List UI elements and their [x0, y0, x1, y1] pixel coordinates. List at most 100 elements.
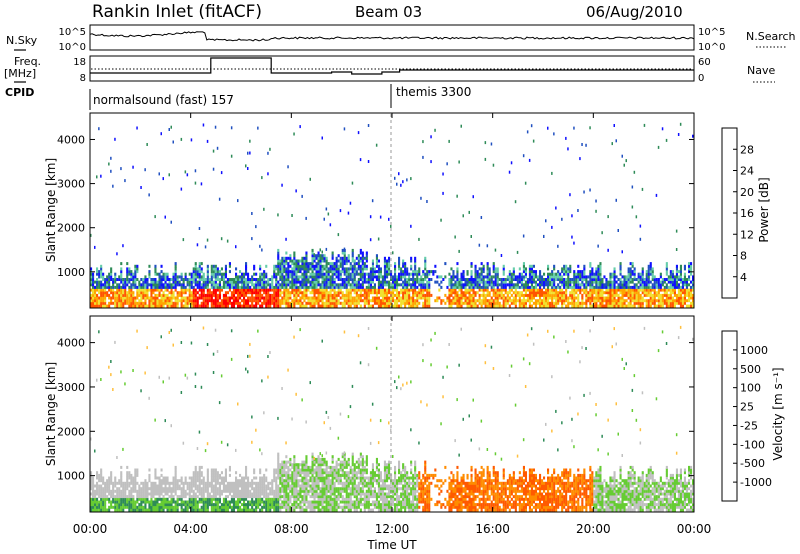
- data-cell: [182, 495, 185, 499]
- data-cell: [150, 505, 153, 509]
- data-cell: [351, 248, 354, 252]
- data-cell: [90, 280, 93, 284]
- data-cell: [526, 278, 529, 281]
- data-cell: [597, 244, 599, 248]
- data-cell: [317, 280, 320, 284]
- data-cell: [277, 254, 280, 258]
- data-cell: [130, 481, 133, 485]
- data-cell: [351, 301, 354, 305]
- data-cell: [130, 500, 133, 504]
- data-cell: [647, 293, 650, 297]
- data-cell: [526, 280, 529, 284]
- data-cell: [146, 508, 149, 512]
- data-cell: [214, 285, 217, 289]
- data-cell: [565, 270, 568, 274]
- data-cell: [472, 301, 475, 305]
- data-cell: [561, 217, 563, 221]
- data-cell: [108, 481, 111, 485]
- data-cell: [176, 503, 179, 507]
- data-cell: [539, 272, 542, 276]
- data-cell: [194, 291, 197, 295]
- data-cell: [396, 283, 399, 287]
- data-cell: [561, 288, 564, 292]
- data-cell: [198, 497, 201, 501]
- data-cell: [168, 173, 170, 177]
- data-cell: [90, 500, 93, 504]
- data-cell: [329, 280, 332, 284]
- data-cell: [412, 301, 415, 305]
- data-cell: [323, 272, 326, 276]
- data-cell: [174, 278, 177, 281]
- freq-label: Freq.: [14, 55, 41, 68]
- data-cell: [408, 283, 411, 287]
- data-cell: [120, 299, 123, 303]
- data-cell: [611, 285, 614, 289]
- data-cell: [130, 476, 133, 480]
- data-cell: [228, 492, 231, 496]
- data-cell: [202, 481, 205, 485]
- data-cell: [412, 283, 415, 287]
- data-cell: [96, 304, 99, 308]
- data-cell: [220, 171, 223, 175]
- data-cell: [198, 471, 201, 475]
- data-cell: [132, 291, 135, 295]
- data-cell: [192, 489, 195, 493]
- data-cell: [202, 283, 205, 287]
- data-cell: [494, 293, 497, 297]
- data-cell: [289, 304, 292, 308]
- data-cell: [619, 296, 622, 300]
- data-cell: [543, 285, 546, 289]
- data-cell: [162, 476, 165, 480]
- data-cell: [394, 283, 397, 287]
- data-cell: [597, 285, 600, 289]
- date-label: 06/Aug/2010: [586, 3, 683, 21]
- data-cell: [190, 479, 193, 483]
- data-cell: [182, 508, 185, 512]
- data-cell: [422, 288, 425, 292]
- data-cell: [597, 291, 600, 295]
- data-cell: [490, 285, 493, 289]
- data-cell: [685, 283, 688, 287]
- data-cell: [661, 283, 664, 287]
- data-cell: [156, 503, 159, 507]
- data-cell: [198, 285, 201, 289]
- data-cell: [216, 299, 219, 303]
- data-cell: [690, 272, 693, 276]
- data-cell: [287, 301, 290, 305]
- data-cell: [681, 304, 684, 308]
- data-cell: [122, 487, 125, 491]
- data-cell: [500, 291, 503, 295]
- data-cell: [241, 275, 244, 279]
- data-cell: [657, 299, 660, 303]
- data-cell: [651, 278, 654, 281]
- data-cell: [585, 304, 588, 308]
- data-cell: [480, 288, 483, 292]
- data-cell: [126, 299, 129, 303]
- data-cell: [683, 288, 686, 292]
- data-cell: [216, 267, 219, 271]
- data-cell: [128, 508, 131, 512]
- data-cell: [172, 278, 175, 281]
- data-cell: [422, 278, 425, 281]
- data-cell: [194, 262, 197, 266]
- data-cell: [192, 272, 195, 276]
- data-cell: [94, 299, 97, 303]
- data-cell: [132, 495, 135, 499]
- data-cell: [573, 299, 576, 303]
- data-cell: [359, 278, 362, 281]
- data-cell: [130, 291, 133, 295]
- data-cell: [206, 139, 209, 143]
- data-cell: [333, 283, 336, 287]
- data-cell: [583, 288, 586, 292]
- data-cell: [110, 473, 113, 477]
- data-cell: [361, 270, 364, 274]
- data-cell: [613, 293, 616, 297]
- data-cell: [569, 301, 572, 305]
- data-cell: [90, 272, 93, 276]
- data-cell: [144, 278, 147, 281]
- data-cell: [251, 505, 254, 509]
- data-cell: [150, 299, 153, 303]
- data-cell: [166, 275, 169, 279]
- data-cell: [140, 508, 143, 512]
- data-cell: [450, 280, 453, 284]
